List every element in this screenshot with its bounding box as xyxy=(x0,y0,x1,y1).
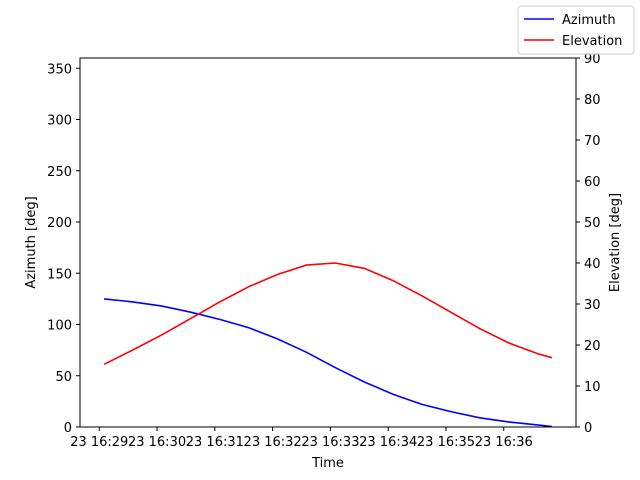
legend-label-azimuth: Azimuth xyxy=(562,13,616,28)
x-tick-label: 23 16:35 xyxy=(417,435,475,450)
left-y-tick-label: 200 xyxy=(47,216,72,231)
right-y-tick-label: 30 xyxy=(584,298,601,313)
x-tick-label: 23 16:36 xyxy=(475,435,533,450)
x-tick-label: 23 16:30 xyxy=(128,435,186,450)
right-y-tick-label: 40 xyxy=(584,257,601,272)
left-y-tick-label: 100 xyxy=(47,319,72,334)
series-line-azimuth xyxy=(104,298,552,428)
right-y-tick-label: 50 xyxy=(584,216,601,231)
left-y-tick-label: 50 xyxy=(55,370,72,385)
x-tick-label: 23 16:29 xyxy=(70,435,128,450)
right-y-tick-label: 80 xyxy=(584,93,601,108)
x-tick-label: 23 16:31 xyxy=(186,435,244,450)
x-axis-ticks: 23 16:29 23 16:30 23 16:31 23 16:32 23 16:33… xyxy=(70,427,533,450)
right-y-tick-label: 90 xyxy=(584,52,601,67)
right-y-tick-label: 10 xyxy=(584,380,601,395)
legend: Azimuth Elevation xyxy=(517,5,635,55)
x-axis-label: Time xyxy=(311,456,344,471)
x-tick-label: 23 16:34 xyxy=(359,435,417,450)
series-line-elevation xyxy=(103,262,553,366)
left-y-axis-ticks: 0 50 100 150 200 250 300 350 xyxy=(47,62,80,436)
right-y-tick-label: 20 xyxy=(584,339,601,354)
left-y-tick-label: 300 xyxy=(47,114,72,129)
left-y-tick-label: 250 xyxy=(47,165,72,180)
left-y-tick-label: 350 xyxy=(47,62,72,77)
right-y-tick-label: 60 xyxy=(584,175,601,190)
right-y-axis-label: Elevation [deg] xyxy=(608,193,623,292)
left-y-tick-label: 150 xyxy=(47,267,72,282)
left-y-tick-label: 0 xyxy=(64,421,72,436)
right-y-tick-label: 70 xyxy=(584,134,601,149)
x-tick-label: 23 16:33 xyxy=(301,435,359,450)
right-y-tick-label: 0 xyxy=(584,421,592,436)
legend-box xyxy=(517,5,635,55)
x-tick-label: 23 16:32 xyxy=(244,435,302,450)
series-layer xyxy=(103,262,553,428)
right-y-axis-ticks: 0 10 20 30 40 50 60 70 80 90 xyxy=(576,52,601,436)
left-y-axis-label: Azimuth [deg] xyxy=(24,196,39,288)
legend-label-elevation: Elevation xyxy=(562,34,622,49)
plot-frame xyxy=(79,57,577,428)
